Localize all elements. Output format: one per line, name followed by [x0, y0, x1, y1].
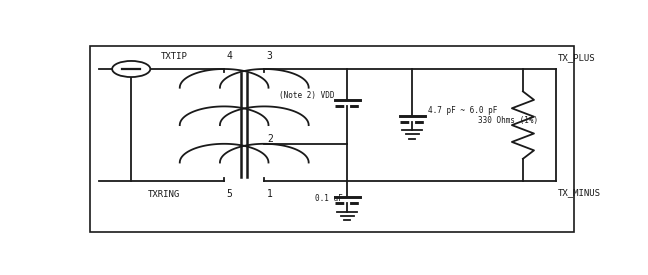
Text: 4.7 pF ~ 6.0 pF: 4.7 pF ~ 6.0 pF: [428, 106, 497, 115]
Text: TX_PLUS: TX_PLUS: [558, 54, 596, 62]
Text: (Note 2) VDD: (Note 2) VDD: [279, 90, 335, 100]
Text: TX_MINUS: TX_MINUS: [558, 188, 601, 197]
Text: TXRING: TXRING: [148, 190, 180, 199]
Text: 5: 5: [227, 189, 233, 199]
Text: 4: 4: [227, 51, 233, 62]
Text: TXTIP: TXTIP: [161, 53, 187, 62]
Bar: [90, 46, 574, 232]
Text: 330 Ohms (1%): 330 Ohms (1%): [478, 116, 538, 125]
Text: 1: 1: [267, 189, 273, 199]
Circle shape: [112, 61, 150, 77]
Text: 3: 3: [267, 51, 273, 62]
Text: 0.1 uF: 0.1 uF: [314, 194, 342, 203]
Text: 2: 2: [267, 134, 273, 144]
